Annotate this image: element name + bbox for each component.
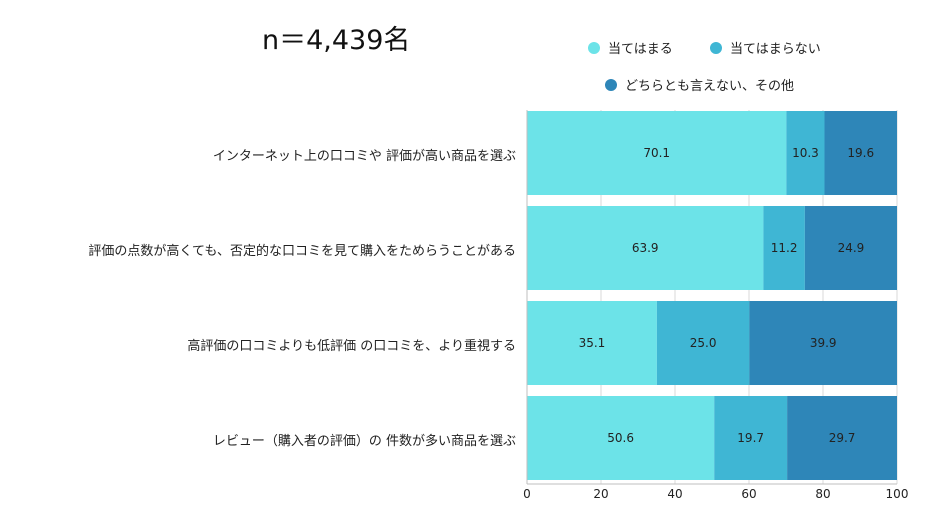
bar-3-1 bbox=[527, 301, 657, 385]
bar-2-1 bbox=[527, 206, 764, 290]
category-label-3: 高評価の口コミよりも低評価 の口コミを、より重視する bbox=[187, 339, 516, 354]
x-tick-label-1: 20 bbox=[593, 487, 608, 501]
bar-3-3 bbox=[749, 301, 897, 385]
bar-4-2 bbox=[714, 396, 788, 480]
bar-1-1 bbox=[527, 111, 787, 195]
legend-swatch-1 bbox=[588, 41, 600, 54]
category-label-1: インターネット上の口コミや 評価が高い商品を選ぶ bbox=[212, 149, 516, 164]
legend-swatch-3 bbox=[605, 78, 617, 91]
bar-4-1 bbox=[527, 396, 715, 480]
x-tick-label-0: 0 bbox=[523, 487, 531, 501]
bar-3-2 bbox=[656, 301, 750, 385]
legend-label-2: 当てはまらない bbox=[730, 42, 821, 57]
data-label-3-2: 25.0 bbox=[690, 336, 717, 350]
x-tick-label-3: 60 bbox=[741, 487, 756, 501]
sample-size-label: n＝4,439名 bbox=[262, 25, 411, 56]
data-label-4-3: 29.7 bbox=[829, 431, 856, 445]
x-tick-label-2: 40 bbox=[667, 487, 682, 501]
bar-2-3 bbox=[804, 206, 897, 290]
legend-item-3: どちらとも言えない、その他 bbox=[605, 75, 794, 94]
legend-item-1: 当てはまる bbox=[588, 38, 673, 57]
data-label-1-3: 19.6 bbox=[847, 146, 874, 160]
bar-4-3 bbox=[787, 396, 897, 480]
legend-label-3: どちらとも言えない、その他 bbox=[625, 79, 795, 94]
data-label-3-3: 39.9 bbox=[810, 336, 837, 350]
data-label-4-1: 50.6 bbox=[607, 431, 634, 445]
category-label-2: 評価の点数が高くても、否定的な口コミを見て購入をためらうことがある bbox=[88, 244, 516, 259]
bar-1-2 bbox=[786, 111, 825, 195]
legend-item-2: 当てはまらない bbox=[710, 38, 821, 57]
data-label-2-3: 24.9 bbox=[838, 241, 865, 255]
x-tick-label-4: 80 bbox=[815, 487, 830, 501]
bar-1-3 bbox=[824, 111, 897, 195]
category-label-4: レビュー（購入者の評価）の 件数が多い商品を選ぶ bbox=[212, 434, 516, 449]
data-label-1-2: 10.3 bbox=[792, 146, 819, 160]
data-label-2-2: 11.2 bbox=[771, 241, 798, 255]
x-tick-label-5: 100 bbox=[886, 487, 909, 501]
data-label-2-1: 63.9 bbox=[632, 241, 659, 255]
legend-label-1: 当てはまる bbox=[608, 42, 673, 57]
legend-swatch-2 bbox=[710, 41, 722, 54]
data-label-1-1: 70.1 bbox=[643, 146, 670, 160]
data-label-4-2: 19.7 bbox=[737, 431, 764, 445]
data-label-3-1: 35.1 bbox=[579, 336, 606, 350]
bar-2-2 bbox=[763, 206, 805, 290]
